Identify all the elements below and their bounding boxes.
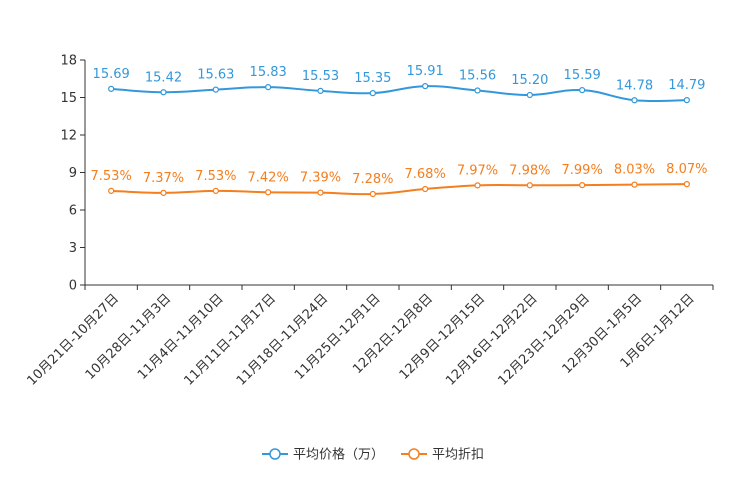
data-label: 7.99% (562, 163, 603, 178)
data-label: 15.20 (511, 73, 548, 88)
data-point (579, 87, 586, 94)
y-tick-label: 0 (69, 279, 77, 294)
x-tick-label: 11月11日-11月17日 (182, 291, 279, 388)
data-point (369, 90, 376, 97)
data-label: 7.37% (143, 171, 184, 186)
data-point (212, 86, 219, 93)
legend-label: 平均价格（万） (293, 447, 384, 463)
data-point (422, 83, 429, 90)
data-point (108, 85, 115, 92)
data-label: 15.63 (197, 68, 234, 83)
data-point (631, 97, 638, 104)
data-point (422, 185, 429, 193)
data-point (474, 87, 481, 94)
y-tick-label: 12 (60, 129, 77, 144)
data-label: 7.68% (405, 167, 446, 182)
data-point (474, 182, 481, 189)
data-label: 7.42% (248, 170, 289, 185)
data-point (683, 181, 690, 188)
data-label: 7.28% (352, 172, 393, 187)
data-label: 15.69 (93, 67, 130, 82)
legend-marker (408, 448, 420, 460)
data-point (579, 182, 586, 189)
data-point (317, 189, 324, 196)
data-label: 7.53% (195, 169, 236, 184)
y-tick-label: 15 (60, 91, 77, 106)
data-point (212, 187, 219, 194)
data-label: 7.39% (300, 171, 341, 186)
x-tick-label: 10月21日-10月27日 (25, 291, 122, 388)
y-tick-label: 6 (69, 204, 77, 219)
data-label: 15.53 (302, 69, 339, 84)
data-point (108, 187, 115, 194)
series-line (111, 183, 687, 196)
legend-label: 平均折扣 (432, 448, 484, 463)
series-layer: 15.69 15.42 15.63 15.83 15.53 15.35 15.91 15.56… (91, 64, 707, 198)
data-point (317, 87, 324, 94)
data-point (369, 190, 376, 198)
data-point (526, 182, 533, 189)
data-point (631, 181, 638, 188)
data-label: 15.83 (250, 65, 287, 80)
data-label: 8.03% (614, 163, 655, 178)
series-0: 15.69 15.42 15.63 15.83 15.53 15.35 15.91 15.56… (93, 64, 705, 104)
legend-item-1: 平均折扣 (401, 448, 484, 463)
data-point (160, 89, 167, 96)
data-label: 14.79 (668, 78, 705, 93)
data-label: 14.78 (616, 78, 653, 93)
series-line (111, 85, 687, 103)
data-label: 15.35 (354, 71, 391, 86)
data-point (526, 91, 533, 99)
data-point (265, 189, 272, 196)
data-label: 15.59 (564, 68, 601, 83)
data-label: 15.56 (459, 69, 496, 84)
data-label: 7.53% (91, 169, 132, 184)
legend-item-0: 平均价格（万） (262, 447, 384, 463)
series-1: 7.53% 7.37% 7.53% 7.42% 7.39% 7.28% 7.68% 7.97%… (91, 162, 707, 198)
data-label: 8.07% (666, 162, 707, 177)
data-label: 7.97% (457, 163, 498, 178)
data-label: 15.42 (145, 70, 182, 85)
legend-marker (269, 448, 281, 460)
data-label: 7.98% (509, 163, 550, 178)
x-tick-label: 11月18日-11月24日 (234, 291, 331, 388)
x-tick-label: 12月16日-12月22日 (443, 291, 540, 388)
data-point (683, 97, 690, 104)
data-label: 15.91 (407, 64, 444, 79)
data-point (160, 189, 167, 196)
axes: 036912151810月21日-10月27日10月28日-11月3日11月4日… (25, 54, 714, 389)
legend: 平均价格（万） 平均折扣 (262, 447, 484, 463)
y-tick-label: 9 (69, 166, 77, 181)
x-tick-label: 12月23日-12月29日 (496, 291, 593, 388)
y-tick-label: 18 (60, 54, 77, 69)
data-point (265, 84, 272, 91)
y-tick-label: 3 (69, 241, 77, 256)
